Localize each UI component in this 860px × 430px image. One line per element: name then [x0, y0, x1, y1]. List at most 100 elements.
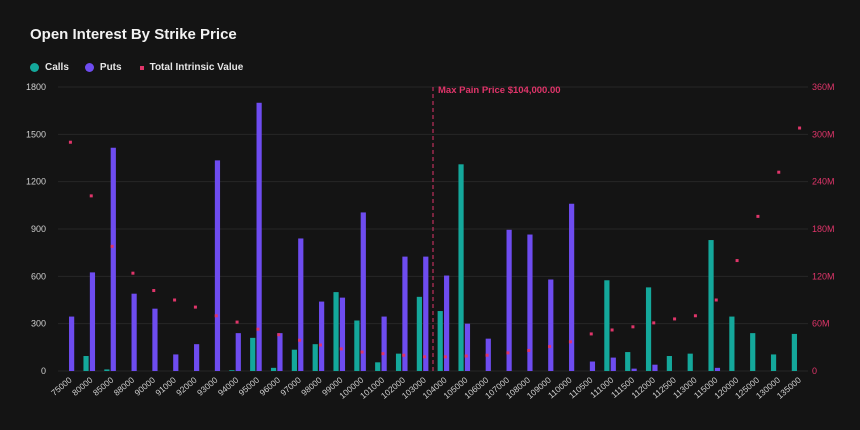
- intrinsic-point: [152, 289, 156, 293]
- intrinsic-point: [693, 314, 697, 318]
- intrinsic-point: [777, 170, 781, 174]
- puts-bar: [548, 279, 554, 371]
- calls-bar: [791, 333, 797, 371]
- calls-bar: [770, 354, 777, 371]
- puts-bar: [569, 203, 575, 371]
- calls-swatch-icon: [30, 63, 39, 72]
- calls-bar: [104, 369, 110, 371]
- calls-bar: [416, 296, 422, 371]
- intrinsic-point: [527, 348, 531, 352]
- x-tick-label: 88000: [112, 375, 137, 398]
- intrinsic-swatch-icon: [139, 65, 144, 70]
- intrinsic-point: [652, 321, 656, 325]
- intrinsic-point: [798, 126, 802, 130]
- puts-bar: [235, 333, 241, 371]
- intrinsic-point: [193, 305, 197, 309]
- intrinsic-point: [214, 314, 218, 318]
- intrinsic-point: [173, 298, 177, 302]
- x-tick-label: 96000: [257, 375, 282, 398]
- y-tick-left: 0: [41, 366, 46, 376]
- legend-label-intrinsic: Total Intrinsic Value: [149, 62, 244, 73]
- x-tick-label: 85000: [91, 375, 116, 398]
- x-tick-label: 97000: [278, 375, 303, 398]
- intrinsic-point: [318, 343, 322, 347]
- puts-bar: [89, 272, 96, 371]
- puts-bar: [69, 316, 75, 371]
- puts-bar: [631, 368, 637, 371]
- y-tick-right: 180M: [812, 224, 835, 234]
- puts-bar: [381, 316, 387, 371]
- puts-bar: [506, 229, 512, 371]
- y-tick-left: 300: [31, 319, 46, 329]
- intrinsic-point: [277, 333, 281, 337]
- intrinsic-point: [485, 353, 489, 357]
- x-tick-label: 95000: [237, 375, 262, 398]
- intrinsic-point: [339, 347, 343, 351]
- calls-bar: [333, 292, 339, 371]
- puts-bar: [110, 147, 116, 371]
- x-tick-label: 98000: [299, 375, 324, 398]
- puts-bar: [714, 367, 721, 371]
- max-pain-label: Max Pain Price $104,000.00: [438, 85, 561, 96]
- y-tick-right: 120M: [812, 271, 835, 281]
- calls-bar: [604, 280, 610, 371]
- y-tick-left: 600: [31, 271, 46, 281]
- y-tick-left: 900: [31, 224, 46, 234]
- intrinsic-point: [402, 353, 406, 357]
- puts-bar: [152, 308, 158, 371]
- puts-bar: [527, 234, 533, 371]
- calls-bar: [250, 337, 256, 371]
- legend-label-puts: Puts: [99, 62, 122, 73]
- puts-bar: [339, 297, 346, 371]
- puts-bar: [131, 293, 137, 371]
- y-tick-right: 60M: [812, 319, 830, 329]
- intrinsic-point: [235, 320, 239, 324]
- puts-bar: [194, 344, 200, 371]
- calls-bar: [750, 333, 756, 371]
- calls-bar: [625, 352, 631, 371]
- intrinsic-point: [464, 354, 468, 358]
- puts-bar: [360, 212, 366, 371]
- y-tick-left: 1500: [26, 129, 46, 139]
- y-tick-right: 0: [812, 366, 817, 376]
- puts-bar: [402, 256, 408, 371]
- legend-item-calls[interactable]: Calls: [30, 62, 69, 73]
- calls-bar: [375, 362, 381, 371]
- x-tick-label: 91000: [153, 375, 178, 398]
- calls-bar: [354, 320, 360, 371]
- legend: Calls Puts Total Intrinsic Value: [30, 62, 259, 73]
- legend-item-puts[interactable]: Puts: [84, 62, 122, 73]
- intrinsic-point: [631, 325, 635, 329]
- intrinsic-point: [423, 355, 427, 359]
- x-tick-label: 94000: [216, 375, 241, 398]
- x-tick-label: 93000: [195, 375, 220, 398]
- calls-bar: [395, 353, 402, 371]
- puts-bar: [444, 275, 450, 371]
- puts-swatch-icon: [84, 63, 94, 72]
- x-tick-label: 80000: [70, 375, 95, 398]
- calls-bar: [312, 344, 318, 371]
- intrinsic-point: [589, 332, 593, 336]
- intrinsic-point: [714, 298, 718, 302]
- calls-bar: [83, 356, 89, 371]
- chart-title: Open Interest By Strike Price: [30, 26, 237, 43]
- calls-bar: [229, 370, 235, 371]
- intrinsic-point: [673, 317, 677, 321]
- x-tick-label: 135000: [775, 375, 803, 401]
- calls-bar: [458, 164, 464, 371]
- intrinsic-point: [506, 351, 510, 355]
- calls-bar: [270, 367, 277, 371]
- legend-item-intrinsic[interactable]: Total Intrinsic Value: [138, 62, 244, 73]
- puts-bar: [464, 323, 471, 371]
- y-tick-left: 1800: [26, 82, 46, 92]
- intrinsic-point: [110, 244, 114, 248]
- intrinsic-point: [131, 271, 135, 275]
- intrinsic-point: [735, 259, 739, 263]
- calls-bar: [666, 356, 672, 371]
- calls-bar: [437, 311, 443, 371]
- intrinsic-point: [298, 338, 302, 342]
- x-tick-label: 90000: [132, 375, 157, 398]
- y-tick-right: 360M: [812, 82, 835, 92]
- intrinsic-point: [89, 194, 93, 198]
- x-tick-label: 92000: [174, 375, 199, 398]
